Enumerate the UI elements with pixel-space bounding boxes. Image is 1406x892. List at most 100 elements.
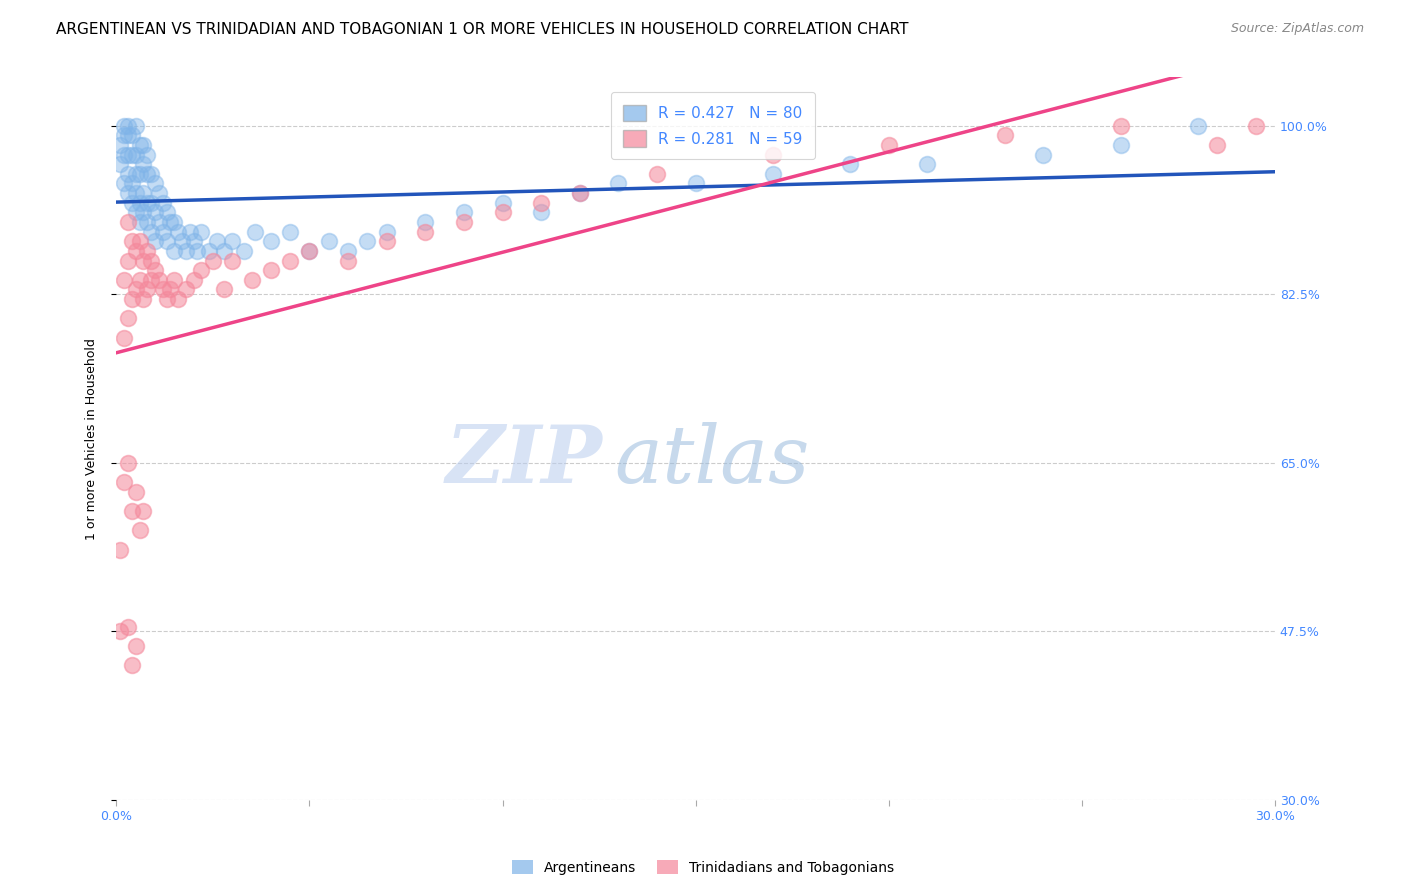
Point [139,273,162,287]
Point [183,273,205,287]
Point [453,205,475,219]
Point [240,273,263,287]
Point [278,253,301,268]
Point [112,147,135,161]
Point [1109,119,1132,133]
Point [337,244,360,258]
Point [762,167,785,181]
Point [117,128,139,143]
Point [375,225,398,239]
Point [163,244,186,258]
Point [278,225,301,239]
Point [136,282,159,296]
Point [128,137,150,152]
Point [190,225,212,239]
Point [110,542,132,557]
Point [132,504,155,518]
Point [1109,137,1132,152]
Point [121,128,143,143]
Point [155,292,177,306]
Point [136,147,159,161]
Point [186,244,208,258]
Point [174,282,197,296]
Point [132,253,155,268]
Point [1206,137,1229,152]
Point [132,292,155,306]
Point [148,273,170,287]
Point [112,475,135,489]
Point [124,167,146,181]
Point [124,244,146,258]
Point [128,273,150,287]
Point [214,282,236,296]
Point [568,186,591,200]
Point [132,205,155,219]
Point [110,624,132,639]
Point [117,311,139,326]
Point [148,215,170,229]
Point [132,186,155,200]
Point [117,456,139,470]
Point [245,225,267,239]
Point [112,330,135,344]
Point [143,205,166,219]
Point [318,234,340,248]
Point [337,253,360,268]
Point [143,234,166,248]
Point [453,215,475,229]
Point [110,137,132,152]
Point [167,292,190,306]
Point [121,658,143,673]
Point [685,177,707,191]
Point [415,225,437,239]
Point [260,263,283,277]
Point [214,244,236,258]
Point [159,282,181,296]
Point [128,523,150,537]
Point [839,157,862,171]
Point [568,186,591,200]
Point [163,273,186,287]
Point [136,167,159,181]
Point [298,244,321,258]
Point [260,234,283,248]
Point [121,234,143,248]
Point [112,119,135,133]
Point [117,620,139,634]
Point [170,234,193,248]
Point [221,253,243,268]
Point [298,244,321,258]
Legend: R = 0.427   N = 80, R = 0.281   N = 59: R = 0.427 N = 80, R = 0.281 N = 59 [610,92,814,159]
Point [117,119,139,133]
Point [415,215,437,229]
Point [121,177,143,191]
Point [117,147,139,161]
Point [112,177,135,191]
Point [994,128,1017,143]
Point [152,225,174,239]
Point [205,234,228,248]
Point [148,186,170,200]
Point [167,225,190,239]
Point [491,205,513,219]
Point [139,195,162,210]
Point [124,205,146,219]
Point [117,215,139,229]
Point [201,253,224,268]
Point [607,177,630,191]
Point [139,167,162,181]
Point [152,195,174,210]
Point [143,263,166,277]
Point [1187,119,1209,133]
Point [221,234,243,248]
Point [1244,119,1267,133]
Text: ARGENTINEAN VS TRINIDADIAN AND TOBAGONIAN 1 OR MORE VEHICLES IN HOUSEHOLD CORREL: ARGENTINEAN VS TRINIDADIAN AND TOBAGONIA… [56,22,908,37]
Point [155,205,177,219]
Point [124,282,146,296]
Point [121,147,143,161]
Y-axis label: 1 or more Vehicles in Household: 1 or more Vehicles in Household [86,338,98,540]
Point [128,215,150,229]
Point [112,273,135,287]
Point [491,195,513,210]
Point [136,244,159,258]
